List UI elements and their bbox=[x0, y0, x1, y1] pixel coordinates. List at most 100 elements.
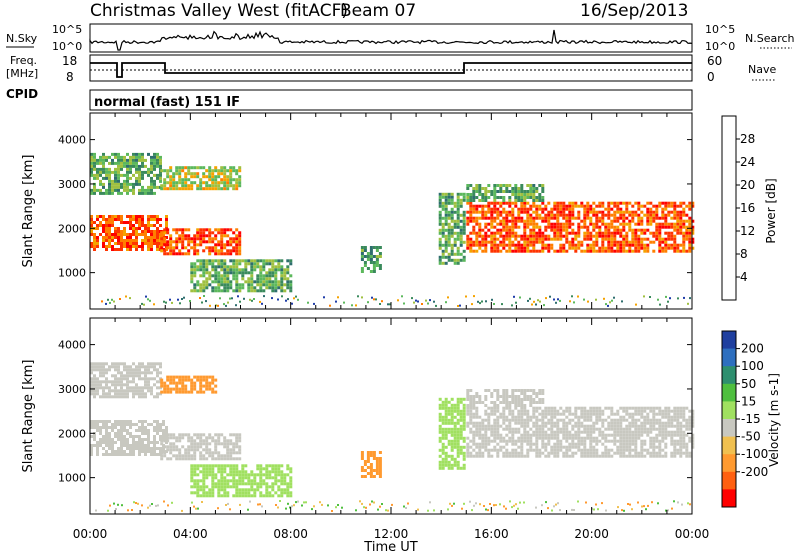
power-cell bbox=[631, 243, 635, 247]
power-cell bbox=[456, 216, 460, 220]
velocity-cell bbox=[597, 508, 599, 511]
velocity-cell bbox=[535, 451, 539, 455]
velocity-cell bbox=[109, 504, 111, 507]
velocity-cell bbox=[568, 421, 572, 425]
power-cell bbox=[607, 225, 611, 229]
power-cell bbox=[619, 213, 623, 217]
power-cell bbox=[223, 234, 227, 238]
velocity-cell bbox=[628, 436, 632, 440]
power-cell bbox=[232, 169, 236, 173]
power-cell bbox=[238, 271, 242, 275]
power-cell bbox=[622, 240, 626, 244]
velocity-cell bbox=[625, 406, 629, 410]
power-cell bbox=[622, 222, 626, 226]
power-cell bbox=[129, 155, 132, 159]
velocity-cell bbox=[658, 412, 662, 416]
power-cell bbox=[229, 237, 233, 241]
velocity-cell bbox=[643, 421, 647, 425]
power-cell bbox=[691, 219, 695, 223]
power-cell bbox=[175, 240, 179, 244]
velocity-cell bbox=[472, 404, 476, 407]
velocity-cell bbox=[259, 467, 263, 471]
power-cell bbox=[616, 210, 620, 214]
power-cell bbox=[462, 192, 466, 196]
power-cell bbox=[241, 286, 245, 290]
power-cell bbox=[283, 271, 287, 275]
velocity-cell bbox=[637, 427, 641, 431]
velocity-cell bbox=[520, 445, 524, 449]
velocity-cell bbox=[169, 381, 173, 385]
power-cell bbox=[202, 262, 206, 266]
velocity-cell bbox=[553, 436, 557, 440]
velocity-cell bbox=[172, 378, 176, 382]
power-cell bbox=[135, 179, 138, 183]
velocity-cell bbox=[462, 451, 466, 455]
velocity-cell bbox=[456, 442, 460, 446]
power-cell bbox=[535, 237, 539, 241]
velocity-cell bbox=[244, 494, 248, 498]
velocity-cell bbox=[141, 362, 144, 366]
power-cell bbox=[475, 234, 479, 238]
power-cell bbox=[487, 184, 491, 187]
velocity-cell bbox=[265, 467, 269, 471]
velocity-cell bbox=[93, 365, 96, 369]
velocity-cell bbox=[93, 438, 96, 441]
velocity-cell bbox=[466, 424, 470, 428]
power-cell bbox=[462, 231, 466, 235]
power-cell bbox=[132, 158, 135, 162]
velocity-cell bbox=[93, 383, 96, 387]
velocity-cell bbox=[499, 436, 503, 440]
power-cell bbox=[478, 184, 482, 187]
power-cell bbox=[150, 233, 153, 236]
power-cell bbox=[514, 234, 518, 238]
power-cell bbox=[652, 216, 656, 220]
velocity-cell bbox=[541, 439, 545, 443]
power-cell bbox=[687, 302, 689, 305]
power-cell bbox=[517, 234, 521, 238]
velocity-cell bbox=[208, 473, 212, 477]
velocity-cell bbox=[175, 445, 179, 449]
velocity-cell bbox=[226, 494, 230, 498]
power-cell bbox=[571, 231, 575, 235]
power-cell bbox=[607, 228, 611, 232]
velocity-cell bbox=[155, 504, 157, 507]
power-cell bbox=[181, 166, 185, 170]
power-cell bbox=[135, 164, 138, 168]
power-cell bbox=[652, 219, 656, 223]
velocity-cell bbox=[153, 420, 156, 423]
power-cell bbox=[559, 210, 563, 214]
power-cell bbox=[244, 259, 248, 263]
velocity-cell bbox=[102, 371, 105, 375]
velocity-cell bbox=[487, 427, 491, 431]
power-cell bbox=[153, 215, 156, 218]
power-cell bbox=[337, 296, 339, 299]
velocity-cell bbox=[523, 412, 527, 416]
velocity-cell bbox=[105, 377, 108, 381]
velocity-cell bbox=[616, 421, 620, 425]
power-cell bbox=[664, 207, 668, 211]
velocity-cell bbox=[574, 415, 578, 419]
power-cell bbox=[562, 243, 566, 247]
velocity-cell bbox=[640, 421, 644, 425]
velocity-cell bbox=[135, 365, 138, 369]
velocity-cell bbox=[280, 470, 284, 474]
velocity-cell bbox=[469, 406, 473, 410]
velocity-cell bbox=[205, 442, 209, 446]
velocity-cell bbox=[550, 424, 554, 428]
velocity-cell bbox=[495, 504, 497, 506]
velocity-cell bbox=[262, 473, 266, 477]
power-cell bbox=[238, 286, 242, 290]
velocity-cell bbox=[202, 375, 206, 379]
velocity-cell bbox=[378, 472, 382, 475]
power-cell bbox=[187, 178, 191, 182]
power-cell bbox=[238, 252, 242, 256]
velocity-cell bbox=[685, 418, 689, 422]
power-cell bbox=[682, 240, 686, 244]
power-cell bbox=[274, 274, 278, 278]
velocity-cell bbox=[196, 378, 200, 382]
velocity-cell bbox=[511, 415, 515, 419]
velocity-cell bbox=[619, 454, 623, 458]
power-cell bbox=[559, 299, 561, 302]
power-cell bbox=[565, 225, 569, 229]
power-cell bbox=[241, 283, 245, 287]
